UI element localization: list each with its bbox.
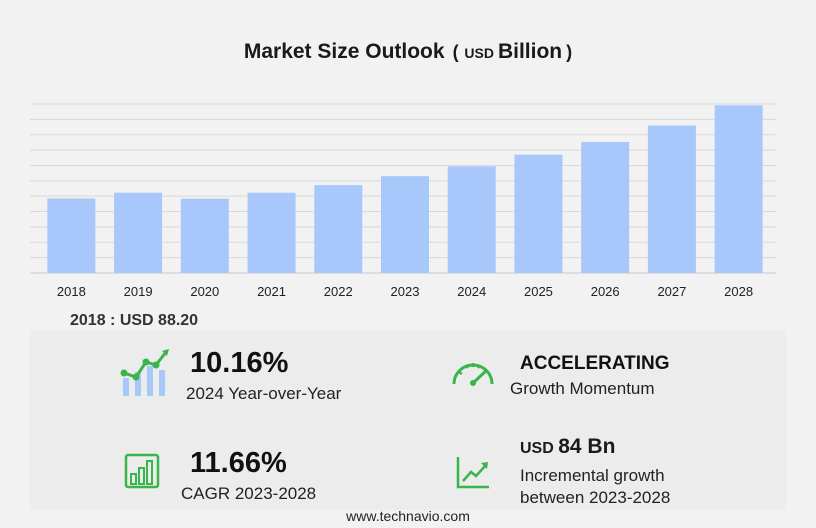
- x-tick-label: 2023: [391, 284, 420, 299]
- title-unit-close: ): [566, 42, 573, 62]
- bar-2024: [447, 166, 496, 273]
- bar-chart: 2018 2019 2020 2021 2022 2023 2024 2025 2026 2027…: [30, 103, 776, 299]
- trend-up-icon: [456, 457, 489, 489]
- bar-2028: [714, 105, 763, 273]
- title-unit-scale: Billion: [497, 40, 563, 63]
- bar-2020: [180, 198, 229, 273]
- incremental-unit: USD: [520, 440, 554, 457]
- stats-panel: [30, 330, 786, 510]
- cagr-label: CAGR 2023-2028: [181, 484, 317, 503]
- x-tick-label: 2028: [724, 284, 753, 299]
- x-tick-label: 2026: [591, 284, 620, 299]
- chart-title: Market Size Outlook ( USD Billion): [0, 40, 816, 64]
- bar-2026: [581, 142, 630, 273]
- yoy-label: 2024 Year-over-Year: [186, 384, 342, 403]
- momentum-label: Growth Momentum: [510, 379, 655, 398]
- x-tick-label: 2018: [57, 284, 86, 299]
- x-tick-label: 2019: [124, 284, 153, 299]
- cagr-value: 11.66%: [190, 447, 287, 479]
- bar-2025: [514, 154, 563, 273]
- speedometer-icon: [452, 363, 494, 386]
- incremental-label-2: between 2023-2028: [520, 488, 671, 507]
- yoy-value: 10.16%: [190, 347, 289, 379]
- incremental-amount: 84 Bn: [558, 435, 616, 458]
- x-tick-label: 2021: [257, 284, 286, 299]
- chart-title-main: Market Size Outlook: [243, 40, 445, 63]
- title-unit-open: (: [452, 42, 459, 62]
- x-tick-label: 2025: [524, 284, 553, 299]
- bar-2019: [114, 192, 163, 273]
- title-unit-currency: USD: [464, 45, 494, 61]
- chart-bars: [47, 105, 763, 273]
- x-tick-label: 2027: [657, 284, 686, 299]
- growth-bar-line-icon: [120, 349, 169, 396]
- bar-2027: [647, 125, 696, 273]
- bar-2018: [47, 198, 96, 273]
- bar-2023: [381, 176, 429, 273]
- x-tick-label: 2022: [324, 284, 353, 299]
- bar-2021: [247, 192, 296, 273]
- bar-2022: [314, 185, 363, 273]
- x-tick-label: 2020: [190, 284, 219, 299]
- incremental-label-1: Incremental growth: [520, 466, 665, 485]
- bar-chart-icon: [124, 453, 160, 489]
- x-tick-label: 2024: [457, 284, 486, 299]
- chart-x-labels: 2018 2019 2020 2021 2022 2023 2024 2025 2026 2027…: [57, 284, 753, 299]
- incremental-value: USD 84 Bn: [520, 435, 615, 459]
- base-year-value: 2018 : USD 88.20: [70, 312, 199, 329]
- footer-url: www.technavio.com: [346, 508, 470, 524]
- momentum-value: ACCELERATING: [520, 353, 670, 374]
